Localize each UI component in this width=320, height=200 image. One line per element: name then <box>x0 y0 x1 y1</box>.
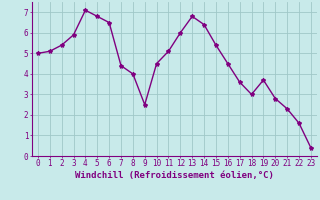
X-axis label: Windchill (Refroidissement éolien,°C): Windchill (Refroidissement éolien,°C) <box>75 171 274 180</box>
